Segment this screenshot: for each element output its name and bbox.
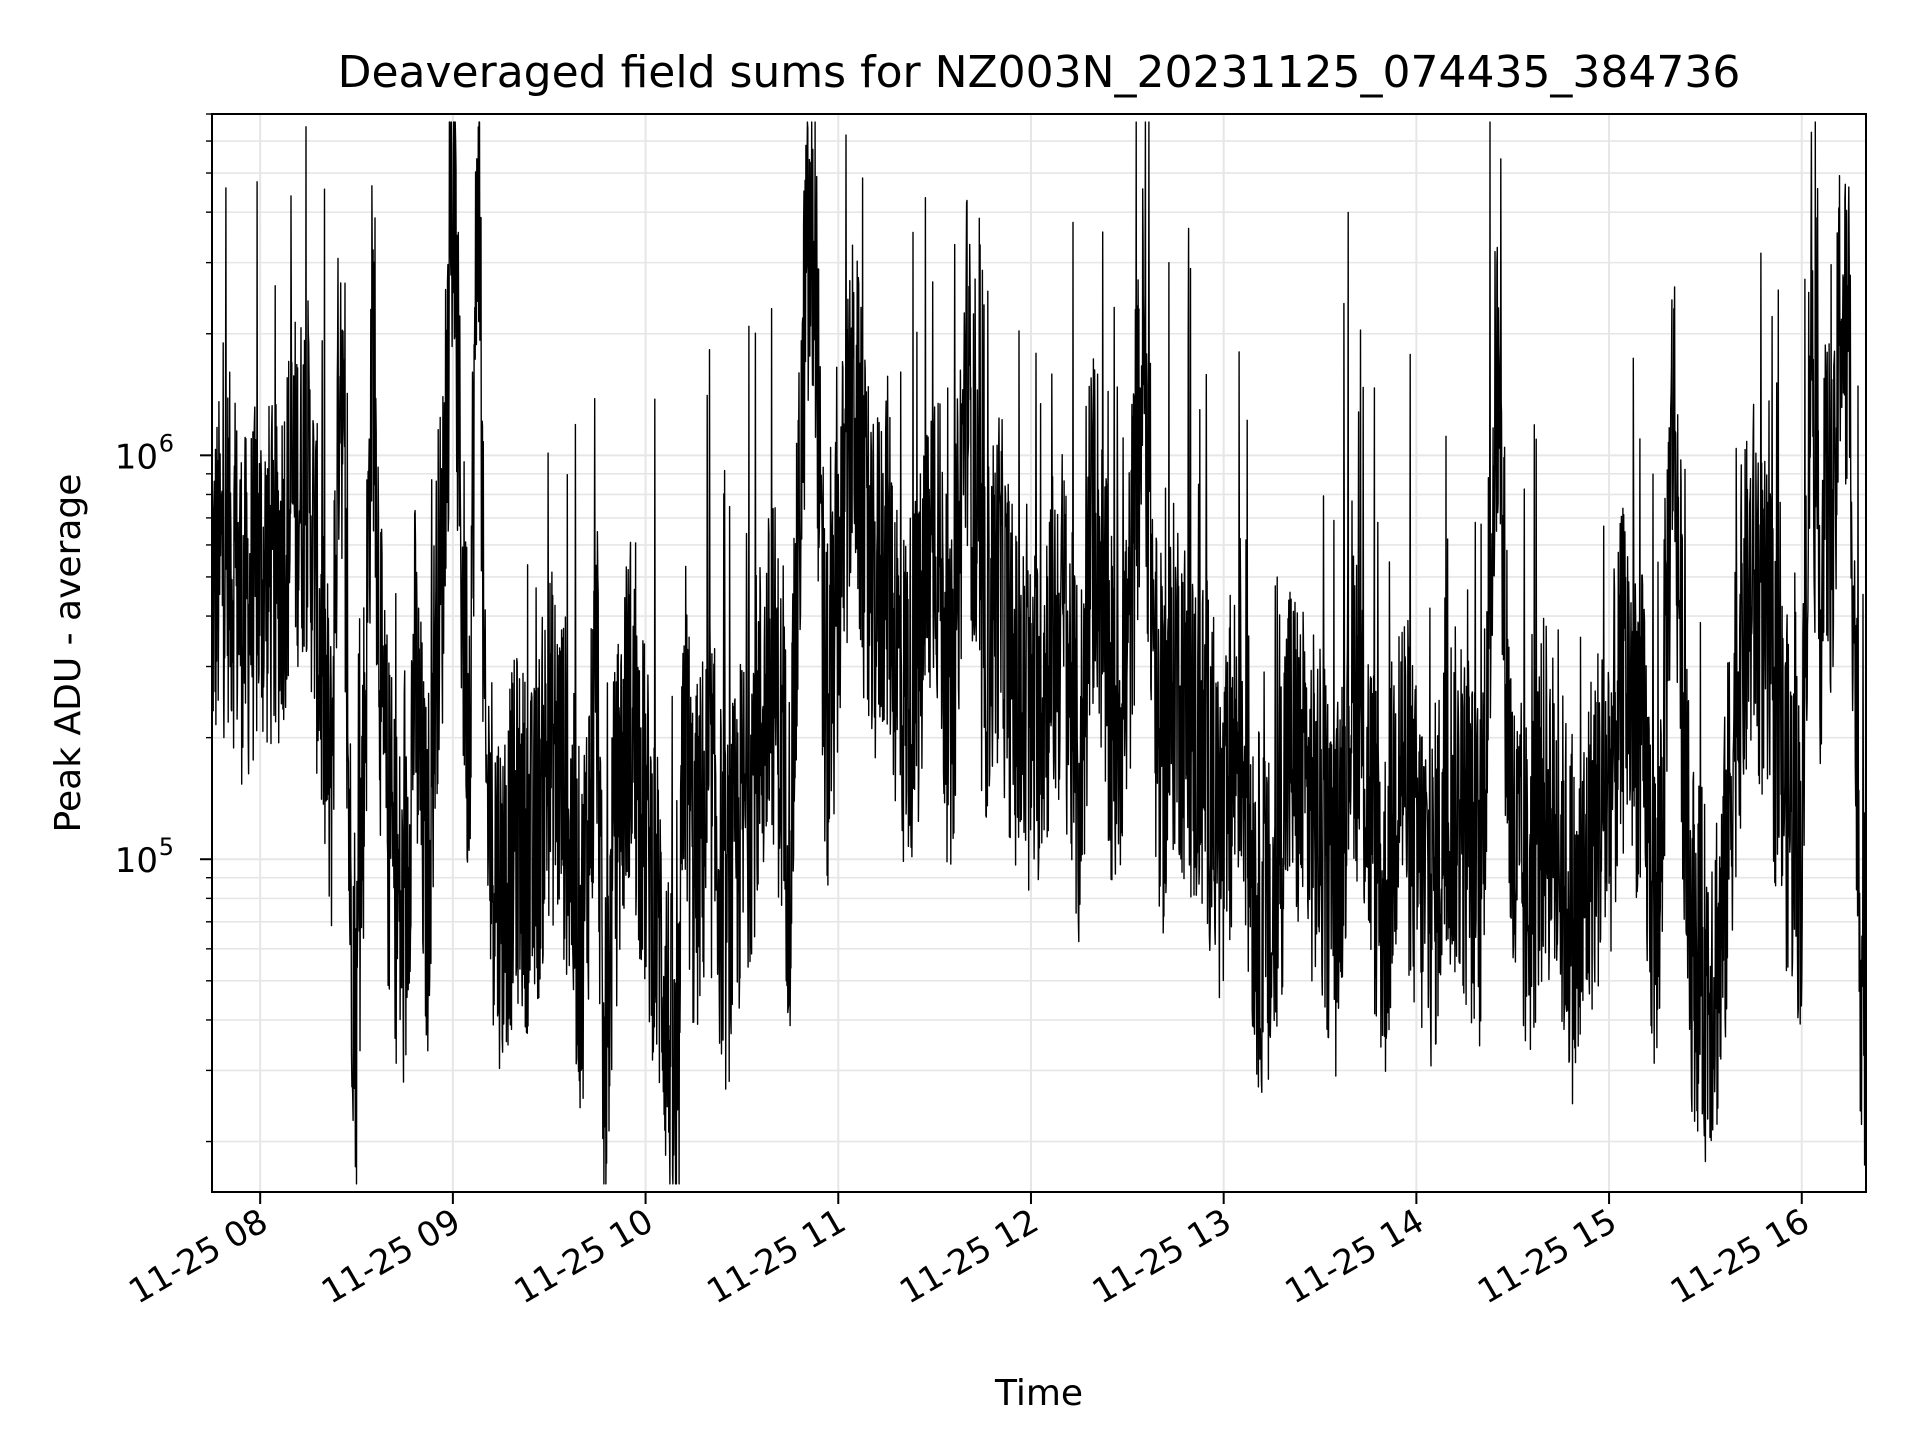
- x-tick-label: 11-25 11: [700, 1201, 852, 1312]
- x-tick-label: 11-25 16: [1664, 1201, 1816, 1312]
- y-tick-label: 10: [115, 437, 158, 477]
- x-tick-label: 11-25 15: [1471, 1201, 1623, 1312]
- x-tick-label: 11-25 12: [893, 1201, 1045, 1312]
- plot-frame: [211, 113, 1867, 1193]
- x-tick-label: 11-25 13: [1086, 1201, 1238, 1312]
- x-axis-label: Time: [994, 1373, 1083, 1414]
- y-tick-exponent: 6: [159, 429, 174, 457]
- x-tick-label: 11-25 08: [122, 1201, 274, 1312]
- y-tick-label: 10: [115, 841, 158, 881]
- y-tick-exponent: 5: [159, 833, 174, 861]
- y-axis-label: Peak ADU - average: [48, 474, 89, 833]
- chart-title: Deaveraged field sums for NZ003N_2023112…: [338, 47, 1741, 98]
- x-tick-label: 11-25 14: [1278, 1201, 1430, 1312]
- x-tick-label: 11-25 09: [315, 1201, 467, 1312]
- series-line: [211, 121, 1867, 1185]
- x-tick-label: 11-25 10: [508, 1201, 660, 1312]
- x-axis-ticks: 11-25 08 11-25 09 11-25 10 11-25 11 11-25 12…: [122, 1192, 1816, 1312]
- grid-lines: [212, 113, 1866, 1192]
